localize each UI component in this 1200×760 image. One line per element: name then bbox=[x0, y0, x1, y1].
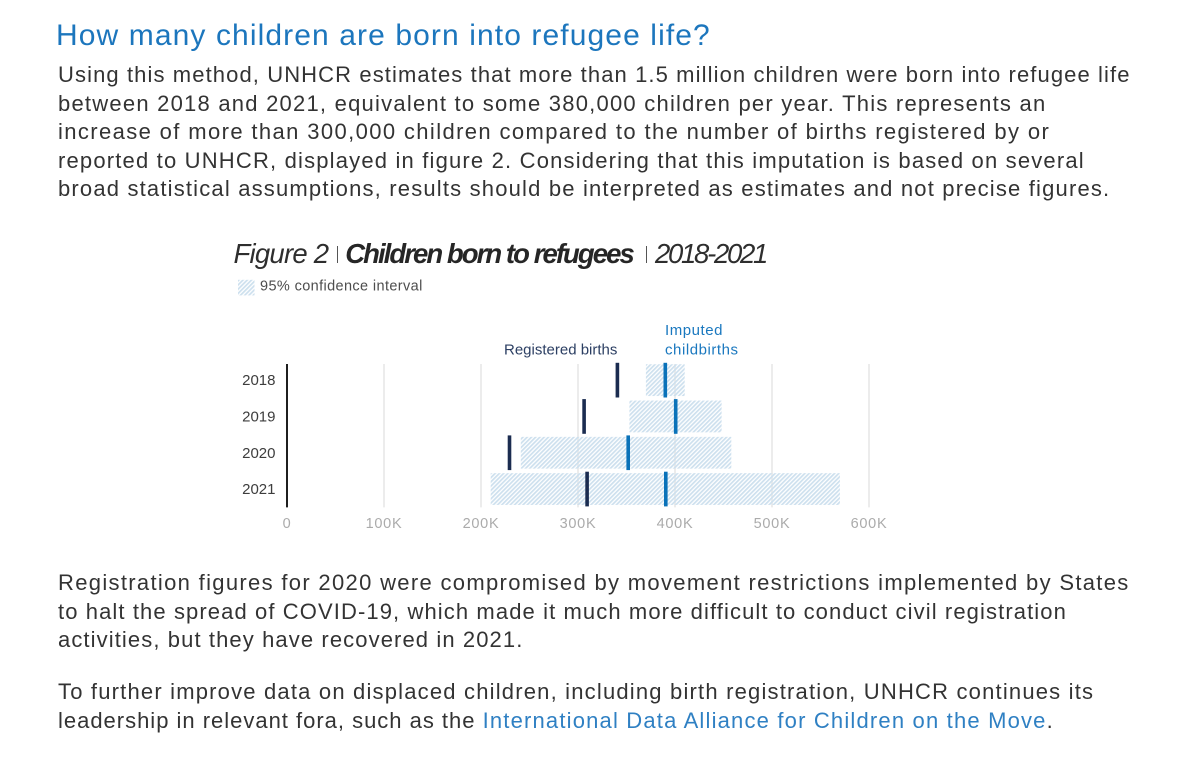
svg-text:2021: 2021 bbox=[242, 481, 275, 498]
svg-text:0: 0 bbox=[283, 516, 292, 532]
svg-text:500K: 500K bbox=[754, 516, 791, 532]
svg-text:2018: 2018 bbox=[242, 372, 275, 389]
svg-text:200K: 200K bbox=[463, 516, 500, 532]
svg-text:childbirths: childbirths bbox=[665, 341, 739, 358]
svg-text:300K: 300K bbox=[560, 516, 597, 532]
svg-text:Imputed: Imputed bbox=[665, 322, 723, 339]
svg-text:600K: 600K bbox=[851, 516, 888, 532]
svg-text:Registered births: Registered births bbox=[504, 341, 617, 358]
svg-text:100K: 100K bbox=[366, 516, 403, 532]
svg-text:2020: 2020 bbox=[242, 445, 275, 462]
svg-text:400K: 400K bbox=[657, 516, 694, 532]
svg-text:2019: 2019 bbox=[242, 408, 275, 425]
svg-text:95% confidence interval: 95% confidence interval bbox=[260, 279, 423, 295]
